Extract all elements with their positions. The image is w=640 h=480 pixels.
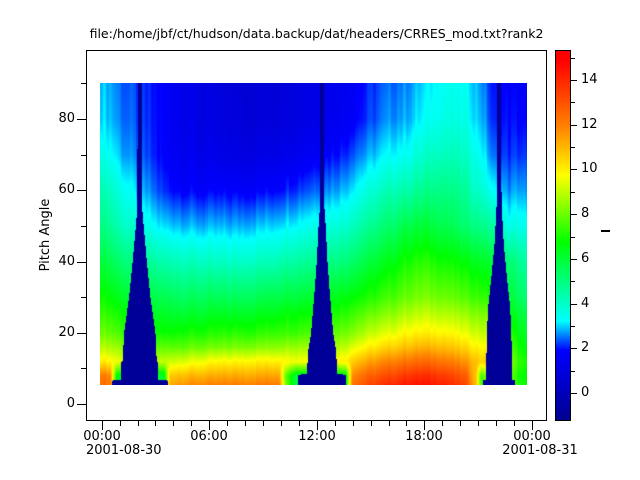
x-axis-tick-label: 12:00 [298, 429, 336, 444]
colorbar-minor-tick [571, 58, 575, 59]
y-axis-major-tick [77, 262, 86, 263]
x-axis-minor-tick [460, 421, 461, 426]
y-axis-tick-label: 40 [58, 254, 75, 269]
y-axis-minor-tick [81, 297, 86, 298]
colorbar-tick-label: 10 [581, 161, 598, 176]
x-axis-minor-tick [245, 421, 246, 426]
x-axis-minor-tick [138, 421, 139, 426]
colorbar-minor-tick [571, 192, 575, 193]
x-axis-minor-tick [191, 421, 192, 426]
colorbar-major-tick [571, 169, 577, 170]
colorbar-tick-label: 4 [581, 296, 590, 311]
x-axis-tick-label: 06:00 [190, 429, 228, 444]
colorbar-major-tick [571, 80, 577, 81]
colorbar-major-tick [571, 393, 577, 394]
x-axis-minor-tick [335, 421, 336, 426]
colorbar-minor-tick [571, 326, 575, 327]
x-axis-major-tick [317, 421, 318, 430]
colorbar-tick-label: 0 [581, 385, 590, 400]
x-axis-minor-tick [389, 421, 390, 426]
x-axis-minor-tick [406, 421, 407, 426]
colorbar-minor-tick [571, 147, 575, 148]
x-axis-minor-tick [353, 421, 354, 426]
colorbar-major-tick [571, 214, 577, 215]
x-axis-minor-tick [478, 421, 479, 426]
y-axis-tick-label: 60 [58, 182, 75, 197]
colorbar-tick-label: 2 [581, 340, 590, 355]
x-axis-minor-tick [120, 421, 121, 426]
x-axis-tick-label: 00:00 [83, 429, 121, 444]
colorbar-tick-label: 12 [581, 117, 598, 132]
colorbar-major-tick [571, 259, 577, 260]
x-axis-end-date: 2001-08-31 [502, 443, 578, 458]
x-axis-minor-tick [496, 421, 497, 426]
colorbar-major-tick [571, 304, 577, 305]
x-axis-minor-tick [227, 421, 228, 426]
colorbar[interactable] [555, 50, 571, 421]
colorbar-minor-tick [571, 102, 575, 103]
x-axis-tick-label: 00:00 [513, 429, 551, 444]
colorbar-tick-label: 6 [581, 251, 590, 266]
y-axis-tick-label: 0 [66, 396, 75, 411]
heatmap-plot-canvas[interactable] [100, 83, 527, 385]
x-axis-minor-tick [299, 421, 300, 426]
colorbar-tick-label: 8 [581, 206, 590, 221]
plot-title: file:/home/jbf/ct/hudson/data.backup/dat… [89, 26, 544, 41]
y-axis-major-tick [77, 404, 86, 405]
y-axis-tick-label: 20 [58, 325, 75, 340]
colorbar-tick-label: 14 [581, 72, 598, 87]
y-axis-minor-tick [81, 83, 86, 84]
colorbar-minor-tick [571, 371, 575, 372]
colorbar-major-tick [571, 125, 577, 126]
x-axis-minor-tick [514, 421, 515, 426]
y-axis-minor-tick [81, 368, 86, 369]
x-axis-minor-tick [371, 421, 372, 426]
x-axis-minor-tick [263, 421, 264, 426]
x-axis-major-tick [424, 421, 425, 430]
x-axis-minor-tick [155, 421, 156, 426]
x-axis-tick-label: 18:00 [405, 429, 443, 444]
plot-frame [86, 50, 547, 421]
x-axis-start-date: 2001-08-30 [86, 443, 162, 458]
x-axis-major-tick [102, 421, 103, 430]
y-axis-tick-label: 80 [58, 111, 75, 126]
y-axis-major-tick [77, 333, 86, 334]
x-axis-minor-tick [173, 421, 174, 426]
y-axis-minor-tick [81, 226, 86, 227]
x-axis-minor-tick [442, 421, 443, 426]
x-axis-major-tick [532, 421, 533, 430]
colorbar-axis-label-dash [601, 230, 610, 232]
y-axis-major-tick [77, 119, 86, 120]
x-axis-minor-tick [281, 421, 282, 426]
x-axis-major-tick [209, 421, 210, 430]
colorbar-major-tick [571, 348, 577, 349]
y-axis-major-tick [77, 190, 86, 191]
colorbar-minor-tick [571, 281, 575, 282]
colorbar-minor-tick [571, 237, 575, 238]
y-axis-minor-tick [81, 155, 86, 156]
